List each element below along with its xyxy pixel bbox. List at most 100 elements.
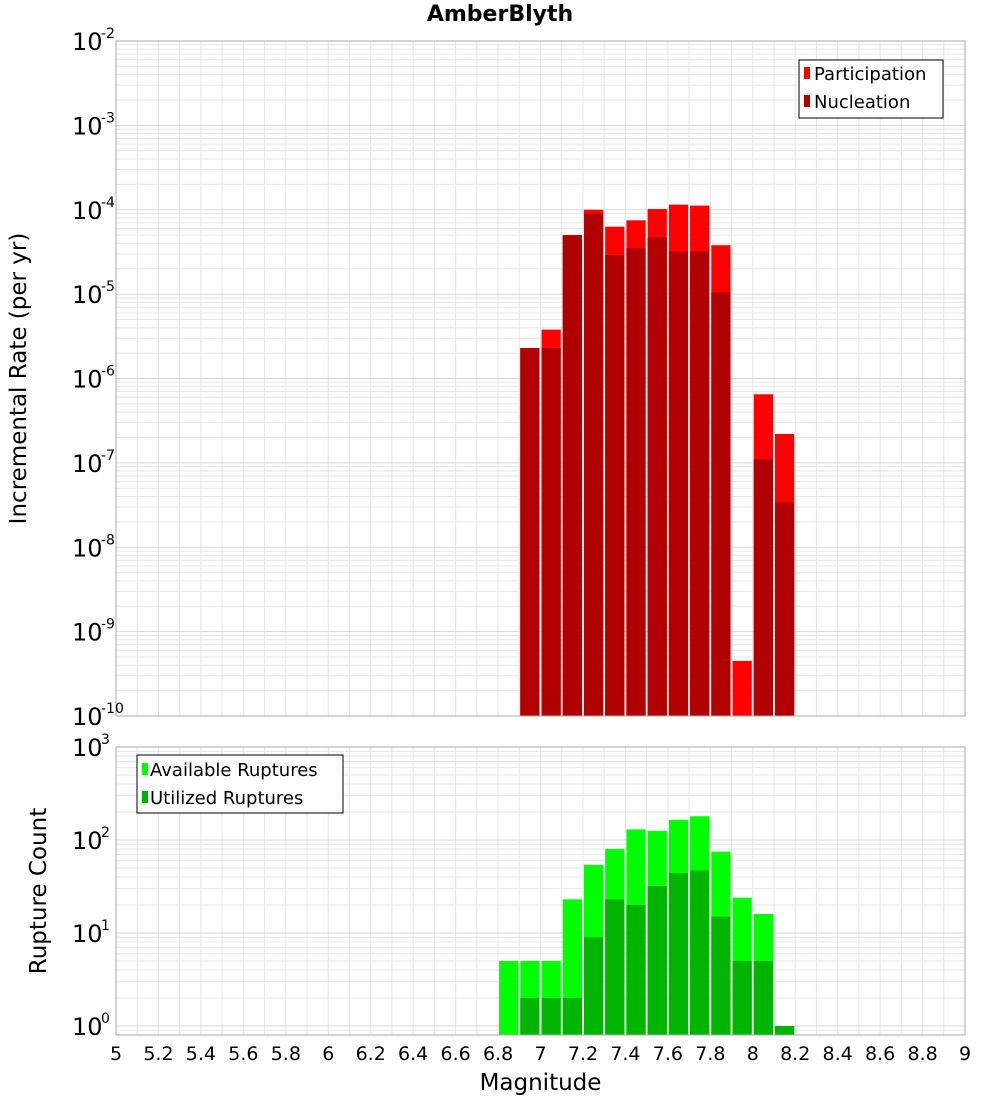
y-tick-label: 10-6 [72, 364, 115, 394]
y-tick-label: 100 [72, 1011, 110, 1041]
y-tick-mantissa: 10 [72, 366, 103, 394]
rate-y-ticks: 10-210-310-410-510-610-710-810-910-10 [72, 26, 124, 731]
magnitude-x-ticks: 5 5.2 5.4 5.6 5.8 6 6.2 6.4 6.6 6.8 7 7.2 7.4 7.6 7.8 8… [110, 1043, 971, 1065]
y-tick-mantissa: 10 [72, 703, 103, 731]
utilized-ruptures-bar [583, 937, 604, 1035]
rate-bars [520, 204, 795, 717]
rate-legend: Participation Nucleation [798, 59, 944, 119]
y-tick-exponent: -10 [101, 701, 124, 717]
y-tick-exponent: -9 [101, 617, 115, 633]
x-tick-label: 6.4 [398, 1043, 428, 1065]
y-tick-exponent: -8 [101, 532, 115, 548]
count-plot-frame [115, 746, 966, 1036]
x-tick-label: 7.6 [653, 1043, 683, 1065]
y-tick-label: 101 [72, 918, 110, 948]
x-tick-label: 5 [110, 1043, 122, 1065]
nucleation-bar [711, 292, 731, 716]
y-tick-label: 10-5 [72, 279, 115, 309]
count-legend-box [136, 754, 344, 814]
x-tick-label: 7 [534, 1043, 546, 1065]
y-tick-label: 10-4 [72, 195, 115, 225]
nucleation-bar [541, 347, 561, 716]
nucleation-bar [753, 459, 773, 716]
y-tick-label: 10-2 [72, 26, 115, 56]
y-tick-exponent: -6 [101, 364, 115, 380]
x-tick-label: 6.8 [483, 1043, 513, 1065]
count-bars [499, 816, 795, 1035]
y-tick-exponent: -5 [101, 279, 115, 295]
y-tick-mantissa: 10 [72, 1013, 103, 1041]
nucleation-bar [520, 347, 540, 716]
available-legend-swatch [142, 763, 148, 775]
nucleation-bar [690, 251, 710, 716]
x-tick-label: 5.6 [228, 1043, 258, 1065]
nucleation-bar [562, 235, 582, 716]
utilized-ruptures-bar [711, 916, 731, 1035]
y-tick-mantissa: 10 [72, 197, 103, 225]
nucleation-bar [647, 237, 667, 716]
x-tick-label: 8.6 [865, 1043, 895, 1065]
y-tick-exponent: 3 [101, 732, 110, 748]
utilized-ruptures-bar [605, 899, 625, 1035]
x-tick-label: 5.2 [143, 1043, 173, 1065]
nucleation-legend-label: Nucleation [814, 92, 910, 113]
utilized-ruptures-bar [690, 870, 710, 1035]
y-tick-label: 10-3 [72, 110, 115, 140]
utilized-ruptures-bar [753, 960, 773, 1035]
count-y-axis-label: Rupture Count [26, 808, 52, 974]
y-tick-label: 10-8 [72, 532, 115, 562]
x-tick-label: 9 [959, 1043, 971, 1065]
chart-title: AmberBlyth [426, 2, 574, 27]
y-tick-exponent: 0 [101, 1011, 110, 1027]
y-tick-exponent: 1 [101, 918, 110, 934]
y-tick-mantissa: 10 [72, 619, 103, 647]
y-tick-exponent: -7 [101, 448, 115, 464]
nucleation-bar [605, 255, 625, 716]
x-tick-label: 7.2 [568, 1043, 598, 1065]
y-tick-mantissa: 10 [72, 28, 103, 56]
participation-bar [732, 660, 752, 716]
x-tick-label: 8.2 [780, 1043, 810, 1065]
y-tick-mantissa: 10 [72, 920, 103, 948]
x-tick-label: 6.2 [356, 1043, 386, 1065]
nucleation-bar [774, 502, 795, 716]
x-tick-label: 7.8 [695, 1043, 725, 1065]
y-tick-exponent: 2 [101, 825, 110, 841]
utilized-ruptures-bar [774, 1025, 795, 1035]
y-tick-label: 103 [72, 732, 110, 762]
x-tick-label: 6.6 [440, 1043, 470, 1065]
utilized-legend-swatch [142, 791, 148, 803]
x-tick-label: 8.4 [823, 1043, 853, 1065]
x-tick-label: 5.4 [186, 1043, 216, 1065]
rate-gridlines [115, 41, 966, 717]
utilized-legend-label: Utilized Ruptures [150, 788, 303, 809]
utilized-ruptures-bar [520, 997, 540, 1035]
y-tick-exponent: -2 [101, 26, 115, 42]
utilized-ruptures-bar [626, 904, 646, 1035]
y-tick-mantissa: 10 [72, 827, 103, 855]
nucleation-bar [626, 248, 646, 717]
y-tick-mantissa: 10 [72, 112, 103, 140]
utilized-ruptures-bar [562, 997, 582, 1035]
count-legend: Available Ruptures Utilized Ruptures [136, 754, 344, 814]
rate-y-axis-label: Incremental Rate (per yr) [6, 233, 32, 525]
participation-legend-swatch [804, 67, 810, 79]
y-tick-label: 102 [72, 825, 110, 855]
y-tick-exponent: -4 [101, 195, 115, 211]
x-tick-label: 8 [747, 1043, 759, 1065]
rate-legend-box [798, 59, 944, 119]
y-tick-label: 10-9 [72, 617, 115, 647]
utilized-ruptures-bar [668, 873, 689, 1035]
nucleation-bar [583, 213, 604, 717]
participation-legend-label: Participation [814, 64, 926, 85]
y-tick-mantissa: 10 [72, 534, 103, 562]
x-tick-label: 5.8 [271, 1043, 301, 1065]
nucleation-bar [668, 251, 689, 716]
available-ruptures-bar [499, 960, 519, 1035]
y-tick-exponent: -3 [101, 110, 115, 126]
rate-plot-frame [115, 40, 966, 717]
y-tick-mantissa: 10 [72, 281, 103, 309]
